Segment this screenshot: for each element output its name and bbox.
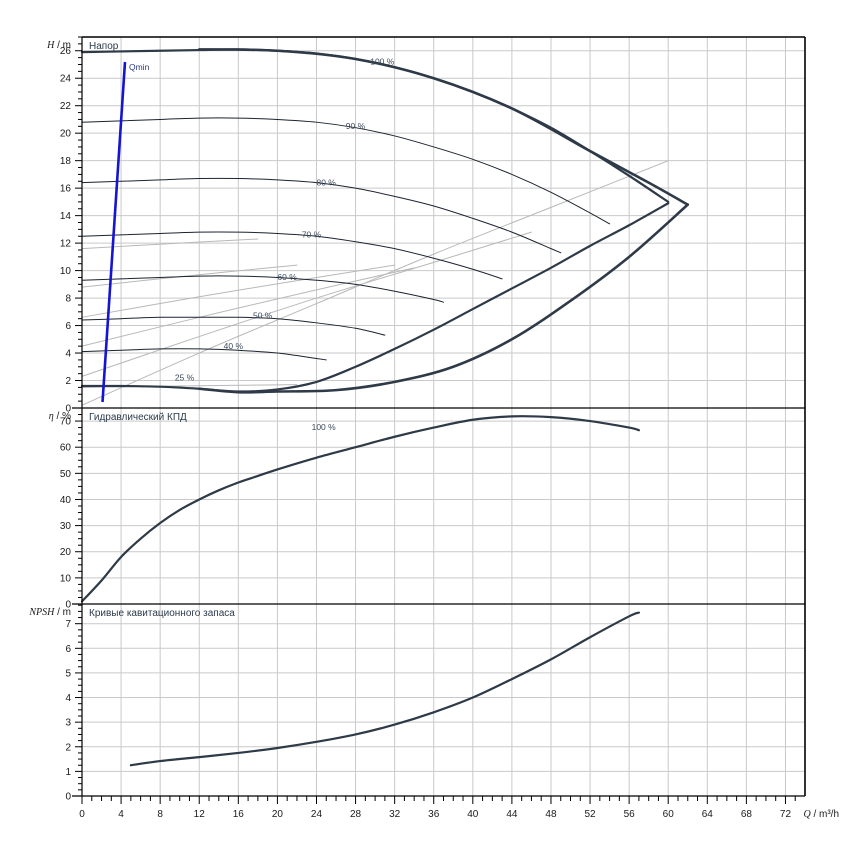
tick-label-x: 24 [311,809,323,820]
tick-label-y: 20 [60,547,72,558]
tick-label-y: 18 [60,156,72,167]
curve-100- [80,415,641,603]
tick-label-x: 32 [389,809,401,820]
tick-label-x: 16 [233,809,245,820]
curves [80,48,690,767]
axes [72,36,806,804]
curve-90- [81,117,611,225]
iso-efficiency-lines [81,160,669,406]
curve-npsh-curve [129,611,641,767]
panel-caption-efficiency: Гидравлический КПД [89,412,187,423]
tick-label-y: 30 [60,521,72,532]
tick-label-x: 28 [350,809,362,820]
axis-title-x: Q / m³/h [803,809,839,820]
tick-label-y: 50 [60,469,72,480]
tick-label-y: 3 [65,718,71,729]
tick-label-y: 4 [65,693,71,704]
tick-label-y: 2 [65,742,71,753]
tick-label-x: 40 [467,809,479,820]
tick-label-x: 64 [702,809,714,820]
tick-label-y: 10 [60,266,72,277]
curve-label: 100 % [370,56,395,66]
tick-label-y: 8 [65,294,71,305]
tick-label-x: 0 [79,809,85,820]
tick-label-y: 0 [65,792,71,803]
curve-25- [80,202,670,393]
curve-label: 100 % [312,422,337,432]
tick-label-x: 36 [428,809,440,820]
curve-label: 60 % [277,272,297,282]
tick-label-x: 72 [780,809,792,820]
tick-label-y: 26 [60,46,72,57]
tick-label-y: 20 [60,129,72,140]
tick-label-y: 7 [65,619,71,630]
tick-label-x: 44 [506,809,518,820]
curve-60- [81,275,444,303]
tick-label-y: 40 [60,495,72,506]
tick-label-y: 14 [60,211,72,222]
panel-caption-head: Напор [89,41,119,52]
tick-label-y: 24 [60,74,72,85]
gridlines [82,37,805,796]
curve-label: 90 % [346,121,366,131]
tick-label-y: 4 [65,349,71,360]
qmin-line [101,61,127,403]
curve-100- [80,48,670,203]
qmin-label: Qmin [129,62,150,72]
tick-label-y: 6 [65,644,71,655]
tick-label-y: 16 [60,184,72,195]
axis-title-head: H / m [46,40,71,51]
tick-label-x: 68 [741,809,753,820]
tick-label-y: 2 [65,376,71,387]
tick-label-x: 20 [272,809,284,820]
curve-label: 50 % [253,311,273,321]
curve-70- [81,231,503,280]
curve-label: 70 % [302,230,322,240]
tick-label-x: 60 [663,809,675,820]
tick-label-x: 48 [545,809,557,820]
tick-label-y: 22 [60,101,72,112]
axis-title-efficiency: η / % [49,411,71,422]
tick-label-y: 5 [65,668,71,679]
tick-label-x: 56 [624,809,636,820]
tick-label-y: 0 [65,600,71,611]
curve-50- [81,316,386,336]
tick-label-y: 12 [60,239,72,250]
tick-label-y: 1 [65,767,71,778]
tick-label-y: 6 [65,321,71,332]
tick-label-y: 60 [60,443,72,454]
tick-label-x: 8 [157,809,163,820]
tick-label-x: 4 [118,809,124,820]
curve-label: 80 % [316,177,336,187]
curve-40- [81,348,327,361]
tick-label-x: 52 [584,809,596,820]
curve-label: 40 % [224,341,244,351]
axis-title-npsh: NPSH / m [28,607,71,618]
curve-80- [81,177,562,254]
tick-label-x: 12 [194,809,206,820]
tick-label-y: 10 [60,573,72,584]
curve-label: 25 % [175,373,195,383]
panel-caption-npsh: Кривые кавитационного запаса [89,608,235,619]
tick-label-y: 0 [65,404,71,415]
tick-label-y: 70 [60,417,72,428]
